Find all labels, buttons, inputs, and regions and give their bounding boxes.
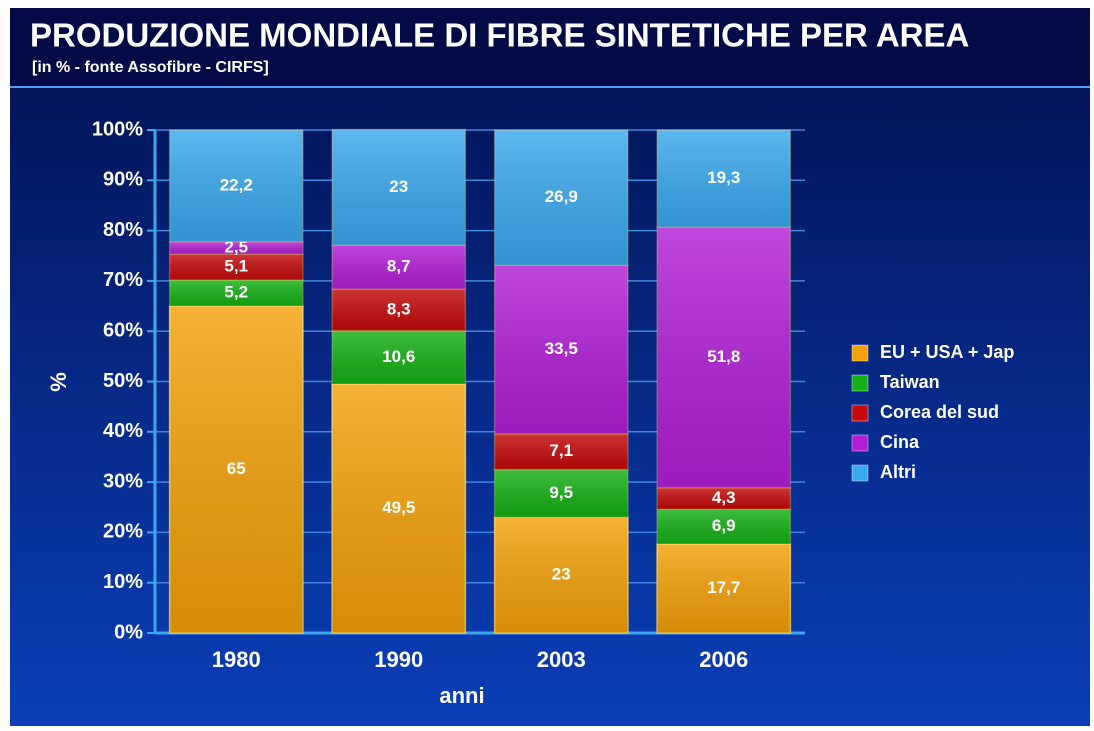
bar-shade <box>169 130 303 242</box>
bar-shade <box>332 330 466 385</box>
y-tick-label: 40% <box>103 420 143 442</box>
title-band <box>10 8 1090 86</box>
legend-label: Taiwan <box>880 372 940 392</box>
bar-shade <box>657 130 791 228</box>
y-tick-label: 20% <box>103 521 143 543</box>
bar-shade <box>332 129 466 246</box>
legend-label: Corea del sud <box>880 402 999 422</box>
value-label: 17,7 <box>707 578 740 597</box>
y-axis-label: % <box>46 372 71 392</box>
value-label: 23 <box>552 565 571 584</box>
value-label: 4,3 <box>712 488 736 507</box>
bar-shade <box>494 469 628 518</box>
legend-label: Altri <box>880 462 916 482</box>
y-tick-label: 70% <box>103 269 143 291</box>
value-label: 65 <box>227 459 246 478</box>
legend-label: EU + USA + Jap <box>880 342 1014 362</box>
bar-shade <box>657 487 791 510</box>
bar-shade <box>332 384 466 633</box>
y-tick-label: 90% <box>103 169 143 191</box>
value-label: 26,9 <box>545 187 578 206</box>
value-label: 10,6 <box>382 347 415 366</box>
bar-shade <box>494 517 628 633</box>
value-label: 8,3 <box>387 299 411 318</box>
value-label: 33,5 <box>545 339 578 358</box>
y-tick-label: 80% <box>103 219 143 241</box>
value-label: 7,1 <box>549 441 573 460</box>
bar-shade <box>332 245 466 289</box>
bar-shade <box>657 543 791 633</box>
value-label: 51,8 <box>707 347 740 366</box>
bar-shade <box>332 288 466 331</box>
bar-shade <box>494 265 628 434</box>
value-label: 5,2 <box>224 282 248 301</box>
value-label: 22,2 <box>220 175 253 194</box>
legend-swatch <box>851 404 869 422</box>
value-label: 8,7 <box>387 257 411 276</box>
chart-title: PRODUZIONE MONDIALE DI FIBRE SINTETICHE … <box>30 17 969 54</box>
y-tick-label: 60% <box>103 319 143 341</box>
y-tick-label: 0% <box>114 621 143 643</box>
y-tick-label: 50% <box>103 370 143 392</box>
bar-shade <box>494 433 628 470</box>
value-label: 23 <box>389 177 408 196</box>
x-tick-label: 1990 <box>374 647 423 672</box>
bar-shade <box>169 279 303 307</box>
y-tick-label: 100% <box>92 118 143 140</box>
bar-shade <box>169 254 303 280</box>
legend-label: Cina <box>880 432 920 452</box>
y-tick-label: 30% <box>103 470 143 492</box>
bar-shade <box>494 130 628 266</box>
value-label: 19,3 <box>707 168 740 187</box>
value-label: 9,5 <box>549 483 573 502</box>
bar-shade <box>657 227 791 488</box>
legend-swatch <box>851 344 869 362</box>
x-tick-label: 2003 <box>537 647 586 672</box>
bar-shade <box>657 509 791 544</box>
chart-subtitle: [in % - fonte Assofibre - CIRFS] <box>32 59 269 76</box>
value-label: 49,5 <box>382 498 415 517</box>
value-label: 6,9 <box>712 516 736 535</box>
x-tick-label: 1980 <box>212 647 261 672</box>
y-tick-label: 10% <box>103 571 143 593</box>
value-label: 5,1 <box>224 257 248 276</box>
bar-shade <box>169 306 303 633</box>
x-axis-label: anni <box>439 683 484 708</box>
legend-swatch <box>851 374 869 392</box>
value-label: 2,5 <box>224 237 248 256</box>
legend-swatch <box>851 464 869 482</box>
x-tick-label: 2006 <box>699 647 748 672</box>
bar-shade <box>169 241 303 255</box>
legend-swatch <box>851 434 869 452</box>
